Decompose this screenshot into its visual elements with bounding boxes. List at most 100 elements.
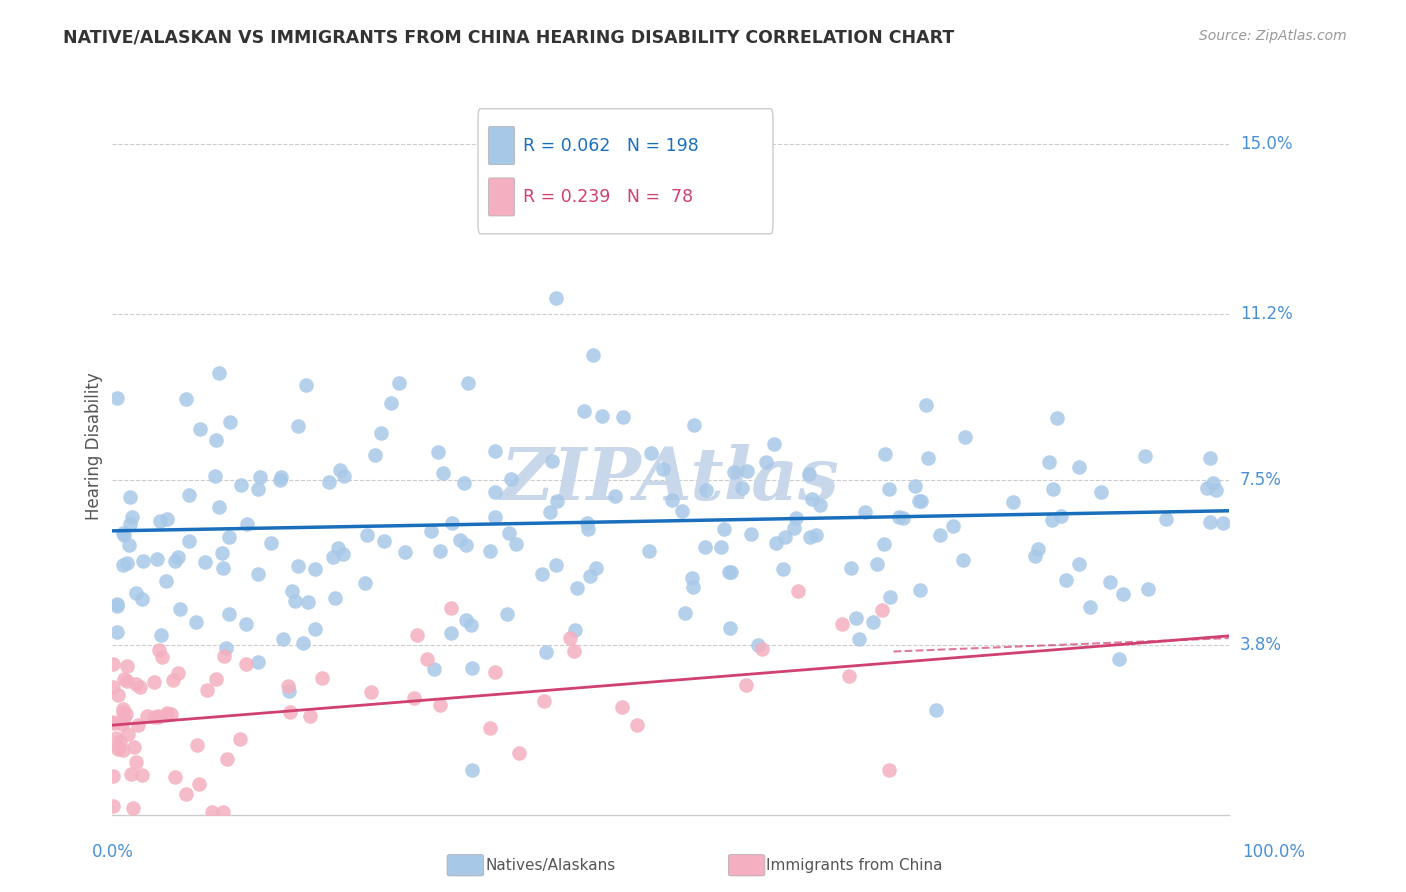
Point: [269, 473, 291, 487]
Point: [115, 658, 138, 673]
Point: [457, 376, 479, 390]
Point: [862, 615, 884, 629]
Point: [329, 463, 352, 477]
Point: [105, 599, 128, 613]
Point: [287, 418, 309, 433]
Point: [131, 554, 153, 568]
Point: [148, 710, 170, 724]
Point: [562, 644, 585, 658]
Point: [149, 628, 172, 642]
Point: [1002, 495, 1025, 509]
Point: [734, 678, 756, 692]
Point: [534, 644, 557, 658]
Point: [564, 623, 586, 637]
Point: [1090, 484, 1112, 499]
Point: [322, 549, 344, 564]
Text: NATIVE/ALASKAN VS IMMIGRANTS FROM CHINA HEARING DISABILITY CORRELATION CHART: NATIVE/ALASKAN VS IMMIGRANTS FROM CHINA …: [63, 29, 955, 46]
Point: [291, 636, 314, 650]
Point: [907, 494, 929, 508]
Point: [326, 541, 349, 556]
Point: [904, 479, 927, 493]
Point: [247, 482, 270, 496]
Text: 3.8%: 3.8%: [1240, 636, 1282, 654]
Point: [839, 561, 862, 575]
Point: [188, 777, 211, 791]
Point: [1067, 460, 1090, 475]
Point: [149, 514, 172, 528]
Point: [775, 530, 797, 544]
Point: [112, 526, 135, 541]
Point: [484, 485, 506, 500]
Point: [304, 623, 326, 637]
Point: [117, 727, 139, 741]
Point: [131, 591, 153, 606]
Point: [735, 464, 758, 478]
Point: [453, 476, 475, 491]
Point: [167, 665, 190, 680]
Point: [118, 538, 141, 552]
Point: [229, 731, 252, 746]
Point: [325, 591, 347, 605]
Point: [112, 673, 135, 687]
Point: [603, 489, 626, 503]
Point: [908, 583, 931, 598]
Point: [1199, 515, 1222, 529]
Point: [723, 465, 745, 479]
FancyBboxPatch shape: [489, 127, 515, 164]
Point: [538, 505, 561, 519]
Point: [208, 366, 231, 380]
Point: [218, 607, 240, 622]
Point: [1212, 516, 1234, 530]
Point: [115, 674, 138, 689]
Text: 100.0%: 100.0%: [1241, 843, 1305, 861]
Point: [112, 705, 135, 719]
Point: [201, 805, 224, 820]
Point: [124, 676, 146, 690]
Point: [112, 743, 135, 757]
Point: [278, 684, 301, 698]
Point: [449, 533, 471, 548]
Point: [799, 530, 821, 544]
Point: [917, 451, 939, 466]
Point: [484, 509, 506, 524]
Point: [111, 558, 134, 572]
Point: [105, 392, 128, 406]
Point: [150, 649, 173, 664]
Point: [498, 525, 520, 540]
Point: [104, 731, 127, 745]
Point: [797, 467, 820, 482]
Point: [179, 488, 201, 502]
Point: [332, 469, 354, 483]
Point: [394, 545, 416, 559]
Point: [717, 565, 740, 579]
Point: [870, 603, 893, 617]
Text: ZIPAtlas: ZIPAtlas: [501, 444, 839, 515]
Point: [454, 613, 477, 627]
Point: [186, 738, 208, 752]
Point: [277, 680, 299, 694]
Point: [652, 461, 675, 475]
Point: [1054, 573, 1077, 587]
Point: [1112, 587, 1135, 601]
Point: [169, 601, 191, 615]
Point: [461, 661, 484, 675]
Point: [1042, 483, 1064, 497]
Point: [891, 510, 914, 524]
Point: [415, 651, 437, 665]
Point: [838, 668, 860, 682]
Point: [478, 544, 501, 558]
Point: [952, 553, 974, 567]
Point: [218, 530, 240, 544]
Point: [496, 607, 519, 621]
Point: [953, 430, 976, 444]
Point: [765, 536, 787, 550]
Point: [186, 615, 208, 630]
Point: [747, 638, 769, 652]
Point: [122, 739, 145, 754]
Point: [370, 426, 392, 441]
Point: [174, 392, 197, 406]
Point: [879, 590, 901, 604]
Point: [363, 448, 385, 462]
Point: [484, 665, 506, 679]
Point: [235, 657, 257, 671]
